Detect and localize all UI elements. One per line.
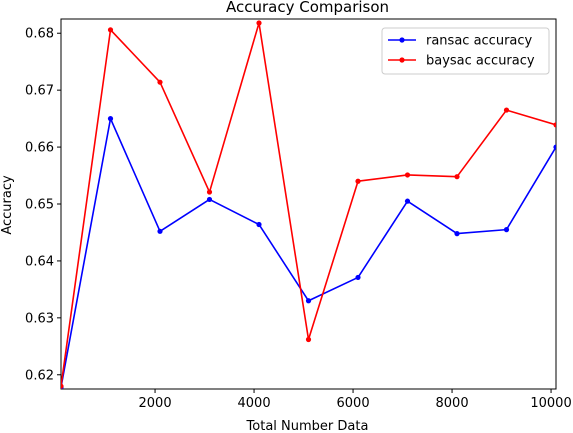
legend-box xyxy=(381,27,550,75)
y-tick-label: 0.66 xyxy=(25,141,54,156)
legend-label: ransac accuracy xyxy=(426,34,533,49)
data-point xyxy=(404,198,411,204)
data-point xyxy=(206,189,213,195)
data-point xyxy=(553,144,556,150)
data-point xyxy=(305,336,312,343)
y-tick-label: 0.64 xyxy=(25,254,54,269)
x-tick-label: 10000 xyxy=(530,396,571,411)
data-point xyxy=(157,228,163,234)
legend-marker xyxy=(399,37,405,43)
data-point xyxy=(404,172,411,178)
x-tick-label: 2000 xyxy=(139,396,172,411)
y-tick-label: 0.67 xyxy=(25,84,54,99)
y-axis: 0.62 0.63 0.64 0.65 0.66 0.67 0.68 xyxy=(25,27,61,383)
y-tick-label: 0.62 xyxy=(25,368,54,383)
data-point xyxy=(256,20,262,26)
plot-area xyxy=(60,18,557,390)
data-point xyxy=(256,221,262,228)
data-point xyxy=(503,107,510,113)
y-axis-title: Accuracy xyxy=(0,175,15,235)
chart-title: Accuracy Comparison xyxy=(226,0,389,16)
series-line-1 xyxy=(61,117,556,388)
series-line-2 xyxy=(61,22,556,387)
data-point xyxy=(107,116,114,122)
data-point xyxy=(355,274,361,281)
data-point xyxy=(107,27,114,33)
y-tick-label: 0.65 xyxy=(25,198,54,213)
data-point xyxy=(454,174,460,180)
legend-marker xyxy=(399,57,405,63)
x-axis-title: Total Number Data xyxy=(246,419,369,433)
x-tick-label: 8000 xyxy=(436,396,469,411)
data-point xyxy=(206,196,213,203)
x-tick-label: 6000 xyxy=(337,396,370,411)
data-point xyxy=(355,178,361,184)
data-point xyxy=(454,231,460,237)
x-tick-label: 4000 xyxy=(238,396,271,411)
data-point xyxy=(553,122,556,128)
x-axis: 2000 4000 6000 8000 10000 xyxy=(139,389,572,411)
data-point xyxy=(503,227,510,233)
y-tick-label: 0.68 xyxy=(25,27,54,42)
data-point xyxy=(305,298,312,304)
data-point xyxy=(157,79,163,85)
y-tick-label: 0.63 xyxy=(25,311,54,326)
data-point xyxy=(61,383,64,389)
legend: ransac accuracy baysac accuracy xyxy=(381,27,550,75)
legend-label: baysac accuracy xyxy=(426,54,535,69)
